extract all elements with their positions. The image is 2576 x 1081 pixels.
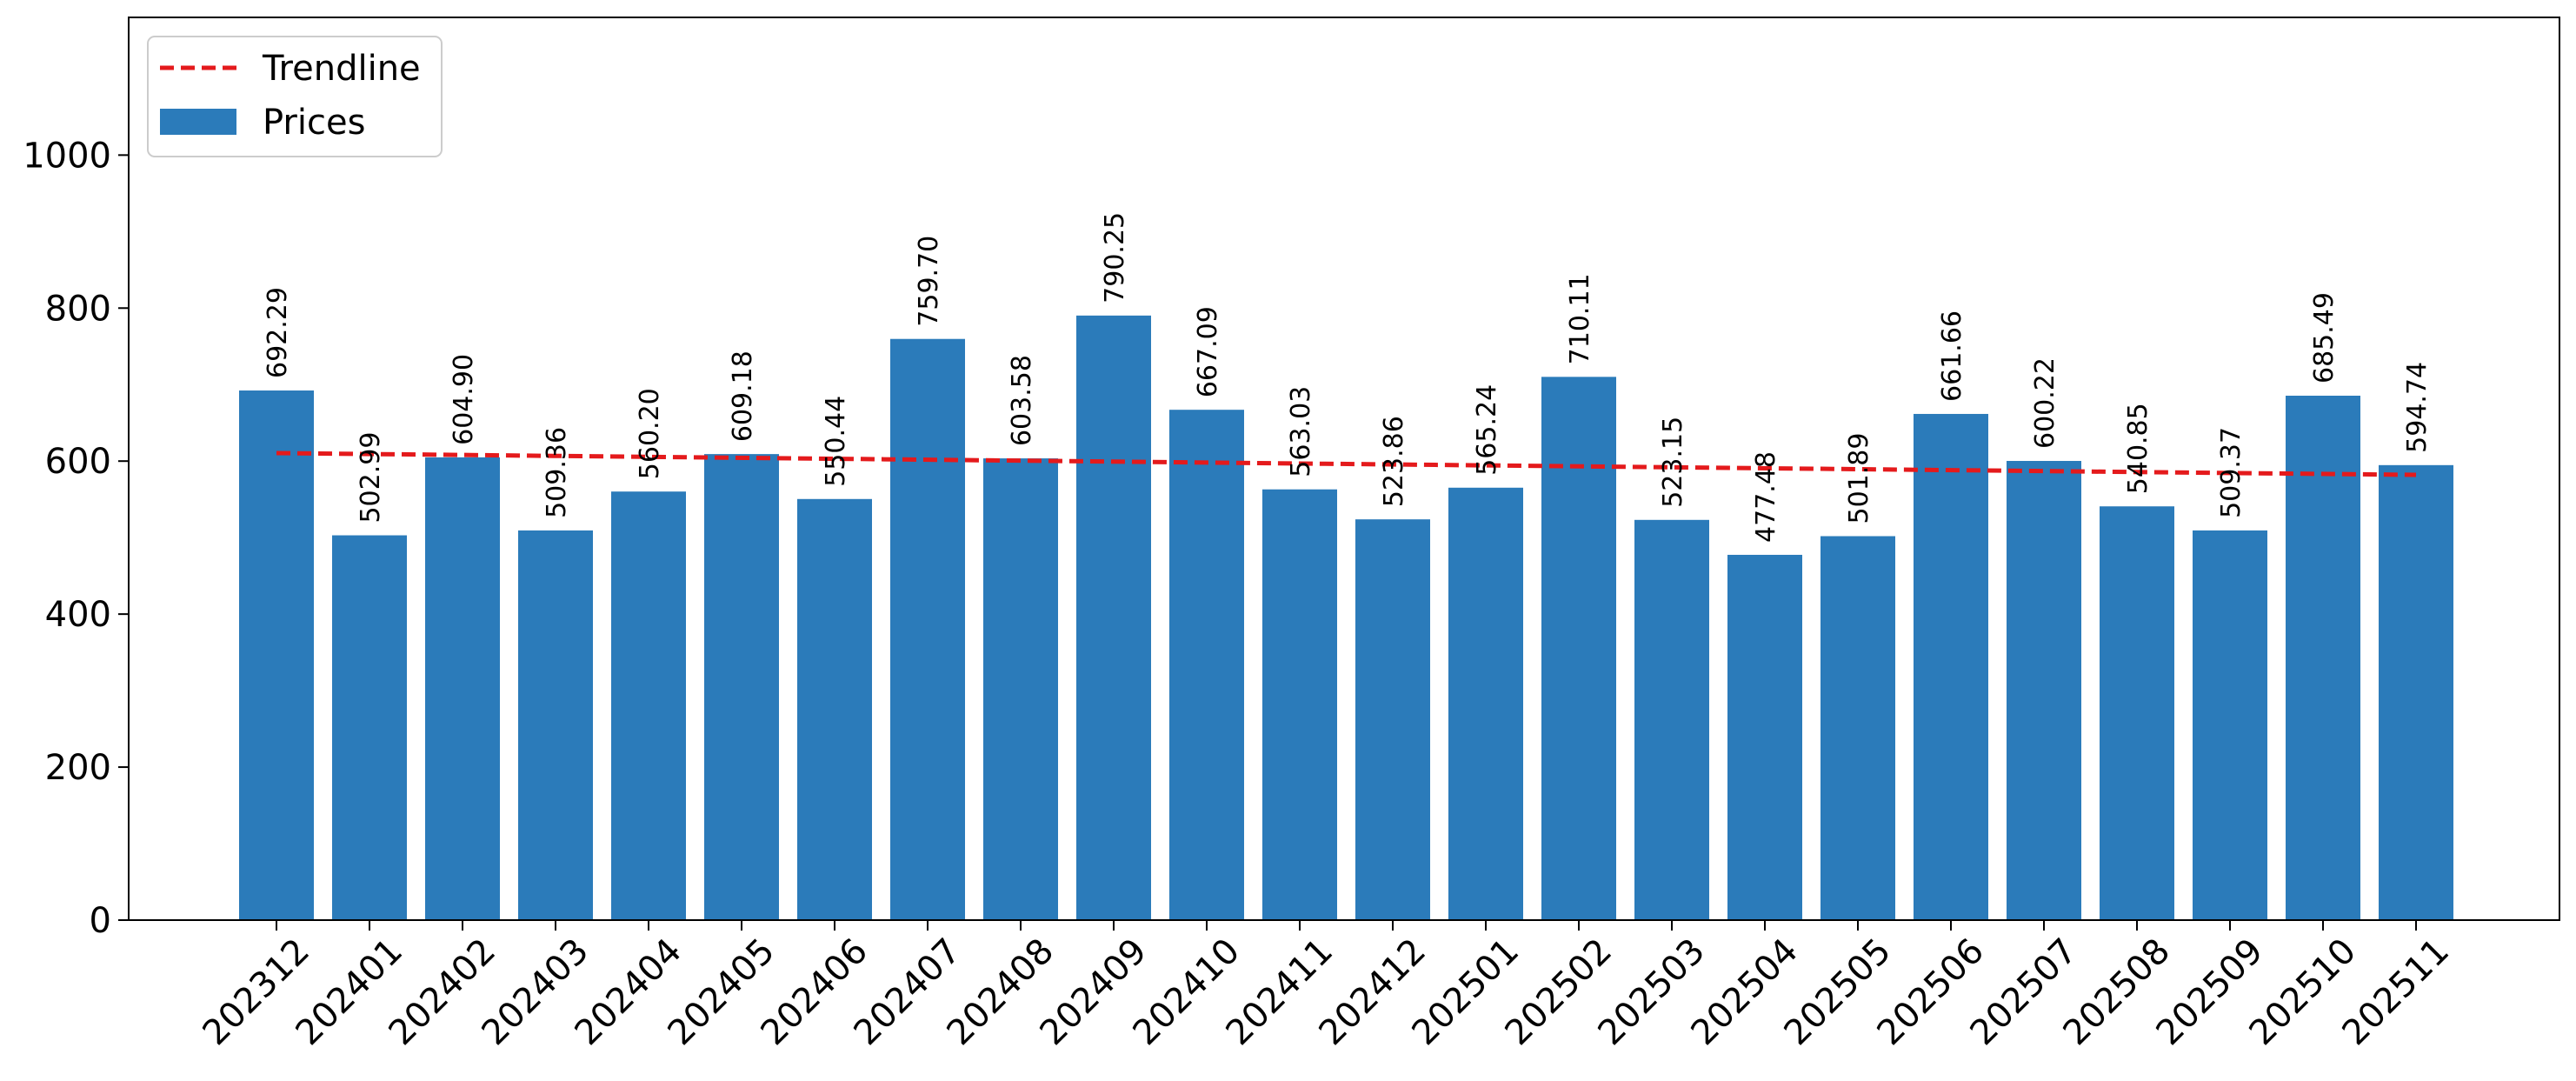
bar-202411 <box>1262 489 1337 920</box>
bar-202406 <box>797 498 872 920</box>
bar-202412 <box>1355 519 1430 920</box>
bar-value-label: 565.24 <box>1472 384 1502 476</box>
bar-202505 <box>1821 536 1895 920</box>
legend-trendline-label: Trendline <box>262 49 421 89</box>
bar-202410 <box>1169 410 1244 921</box>
legend: Trendline Prices <box>147 36 443 157</box>
bar-value-label: 509.36 <box>542 427 572 518</box>
bar-202508 <box>2100 506 2174 920</box>
bar-202510 <box>2286 396 2360 920</box>
bar-value-label: 685.49 <box>2309 292 2340 384</box>
bar-202407 <box>890 338 965 920</box>
y-tick-label: 600 <box>45 442 111 482</box>
bar-labels-layer: 692.29 502.99 604.90 509.36 560.20 609.18 550.… <box>263 212 2433 543</box>
bar-value-label: 501.89 <box>1844 433 1874 524</box>
bar-value-label: 523.86 <box>1379 416 1409 507</box>
bar-202509 <box>2193 530 2267 920</box>
bar-value-label: 604.90 <box>449 354 479 445</box>
bar-202507 <box>2007 461 2081 920</box>
bar-value-label: 594.74 <box>2402 362 2433 453</box>
y-tick-label: 200 <box>45 748 111 788</box>
bar-202511 <box>2379 464 2453 920</box>
bar-value-label: 661.66 <box>1937 310 1967 402</box>
bar-value-label: 790.25 <box>1100 212 1130 304</box>
bar-value-label: 600.22 <box>2030 357 2060 449</box>
bar-202503 <box>1634 519 1709 920</box>
bar-value-label: 560.20 <box>635 388 665 479</box>
bar-value-label: 692.29 <box>263 287 293 378</box>
bar-value-label: 502.99 <box>356 432 386 524</box>
bar-value-label: 563.03 <box>1286 386 1316 477</box>
bar-202401 <box>332 535 407 920</box>
bar-202404 <box>611 491 686 920</box>
bar-value-label: 523.15 <box>1658 417 1688 508</box>
legend-prices-label: Prices <box>263 103 365 143</box>
trendline-layer <box>276 450 2417 477</box>
y-tick-label: 1000 <box>23 136 111 176</box>
bar-value-label: 710.11 <box>1565 273 1595 364</box>
y-tick-label: 400 <box>45 595 111 635</box>
bar-value-label: 509.37 <box>2216 427 2247 518</box>
bar-value-label: 603.58 <box>1007 355 1037 446</box>
legend-prices-swatch <box>160 109 236 135</box>
y-tick-label: 800 <box>45 289 111 329</box>
bars-layer <box>239 315 2453 921</box>
bar-202405 <box>704 454 779 920</box>
bar-value-label: 477.48 <box>1751 451 1781 543</box>
y-tick-label: 0 <box>90 901 111 941</box>
bar-202504 <box>1727 554 1802 920</box>
bar-202312 <box>239 390 314 920</box>
bar-value-label: 759.70 <box>914 236 944 327</box>
bar-202403 <box>518 530 593 920</box>
bar-202409 <box>1076 315 1151 920</box>
bar-value-label: 667.09 <box>1193 306 1223 397</box>
bar-202402 <box>425 457 500 920</box>
bar-202506 <box>1914 413 1988 920</box>
bar-202502 <box>1541 377 1616 921</box>
bar-value-label: 609.18 <box>728 350 758 442</box>
plot-frame <box>128 17 2560 921</box>
bar-202501 <box>1448 487 1523 920</box>
trendline <box>276 450 2417 477</box>
bar-value-label: 550.44 <box>821 396 851 487</box>
bar-202408 <box>983 458 1058 920</box>
bar-value-label: 540.85 <box>2123 403 2153 494</box>
